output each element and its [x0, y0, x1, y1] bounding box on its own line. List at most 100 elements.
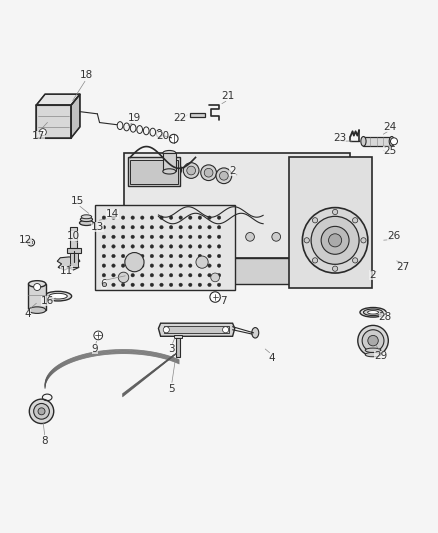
Text: 22: 22: [173, 113, 187, 123]
Circle shape: [159, 235, 163, 239]
Text: 15: 15: [71, 196, 84, 206]
Circle shape: [188, 254, 191, 258]
Circle shape: [140, 216, 144, 220]
Circle shape: [188, 216, 191, 220]
Circle shape: [141, 262, 149, 271]
Circle shape: [207, 283, 211, 287]
Circle shape: [352, 217, 357, 223]
Circle shape: [219, 172, 228, 180]
Circle shape: [332, 266, 337, 271]
Ellipse shape: [162, 169, 176, 174]
Circle shape: [169, 245, 173, 248]
Bar: [70, 253, 78, 266]
Circle shape: [169, 216, 173, 220]
Circle shape: [215, 168, 231, 183]
Bar: [363, 136, 391, 146]
Ellipse shape: [28, 281, 46, 287]
Circle shape: [360, 238, 365, 243]
Ellipse shape: [80, 217, 92, 222]
Circle shape: [179, 273, 182, 277]
Circle shape: [169, 134, 178, 143]
Circle shape: [159, 264, 163, 268]
Text: 9: 9: [92, 344, 98, 354]
Circle shape: [188, 245, 191, 248]
Bar: [123, 153, 350, 258]
Circle shape: [169, 283, 173, 287]
Text: 26: 26: [386, 231, 400, 241]
Circle shape: [319, 232, 328, 241]
Circle shape: [112, 245, 115, 248]
Circle shape: [38, 408, 45, 415]
Circle shape: [121, 273, 124, 277]
Circle shape: [121, 254, 124, 258]
Circle shape: [150, 235, 153, 239]
Circle shape: [102, 283, 106, 287]
Circle shape: [217, 216, 220, 220]
Circle shape: [118, 272, 128, 282]
Circle shape: [131, 216, 134, 220]
Circle shape: [169, 273, 173, 277]
Circle shape: [112, 235, 115, 239]
Circle shape: [131, 245, 134, 248]
Text: 8: 8: [42, 436, 48, 446]
Circle shape: [304, 238, 309, 243]
Bar: [163, 326, 229, 333]
Circle shape: [209, 292, 220, 302]
Circle shape: [311, 216, 358, 264]
Text: 27: 27: [395, 262, 408, 271]
Ellipse shape: [81, 215, 92, 219]
Text: 4: 4: [24, 310, 31, 319]
Polygon shape: [71, 94, 80, 138]
Circle shape: [34, 403, 49, 419]
Circle shape: [150, 273, 153, 277]
Circle shape: [195, 256, 208, 268]
Circle shape: [169, 165, 178, 174]
Circle shape: [169, 254, 173, 258]
Text: 28: 28: [378, 312, 391, 322]
Circle shape: [352, 258, 357, 263]
Circle shape: [198, 264, 201, 268]
Circle shape: [198, 245, 201, 248]
Circle shape: [166, 162, 181, 177]
Polygon shape: [36, 105, 71, 138]
Text: 5: 5: [168, 384, 174, 394]
Circle shape: [150, 283, 153, 287]
Circle shape: [179, 225, 182, 229]
Circle shape: [159, 254, 163, 258]
Circle shape: [29, 399, 53, 424]
Circle shape: [319, 262, 328, 271]
Circle shape: [217, 235, 220, 239]
Circle shape: [179, 216, 182, 220]
Ellipse shape: [364, 348, 380, 352]
Text: 24: 24: [382, 122, 396, 132]
Bar: [123, 258, 350, 284]
Bar: [189, 113, 205, 117]
Bar: [95, 205, 234, 290]
Circle shape: [141, 232, 149, 241]
Ellipse shape: [162, 150, 176, 156]
Circle shape: [112, 225, 115, 229]
Bar: [28, 284, 46, 310]
Circle shape: [198, 273, 201, 277]
Circle shape: [131, 273, 134, 277]
Circle shape: [169, 235, 173, 239]
Circle shape: [121, 264, 124, 268]
Bar: [130, 159, 178, 183]
Circle shape: [207, 273, 211, 277]
Text: 16: 16: [40, 296, 54, 306]
Circle shape: [150, 254, 153, 258]
Circle shape: [131, 225, 134, 229]
Circle shape: [198, 225, 201, 229]
Text: 10: 10: [67, 231, 80, 241]
Circle shape: [204, 168, 212, 177]
Circle shape: [39, 128, 46, 135]
Circle shape: [159, 283, 163, 287]
Circle shape: [321, 227, 348, 254]
Circle shape: [102, 245, 106, 248]
Text: 6: 6: [100, 279, 107, 289]
Circle shape: [188, 283, 191, 287]
Circle shape: [245, 232, 254, 241]
Polygon shape: [158, 323, 234, 336]
Circle shape: [167, 232, 176, 241]
Circle shape: [219, 232, 228, 241]
